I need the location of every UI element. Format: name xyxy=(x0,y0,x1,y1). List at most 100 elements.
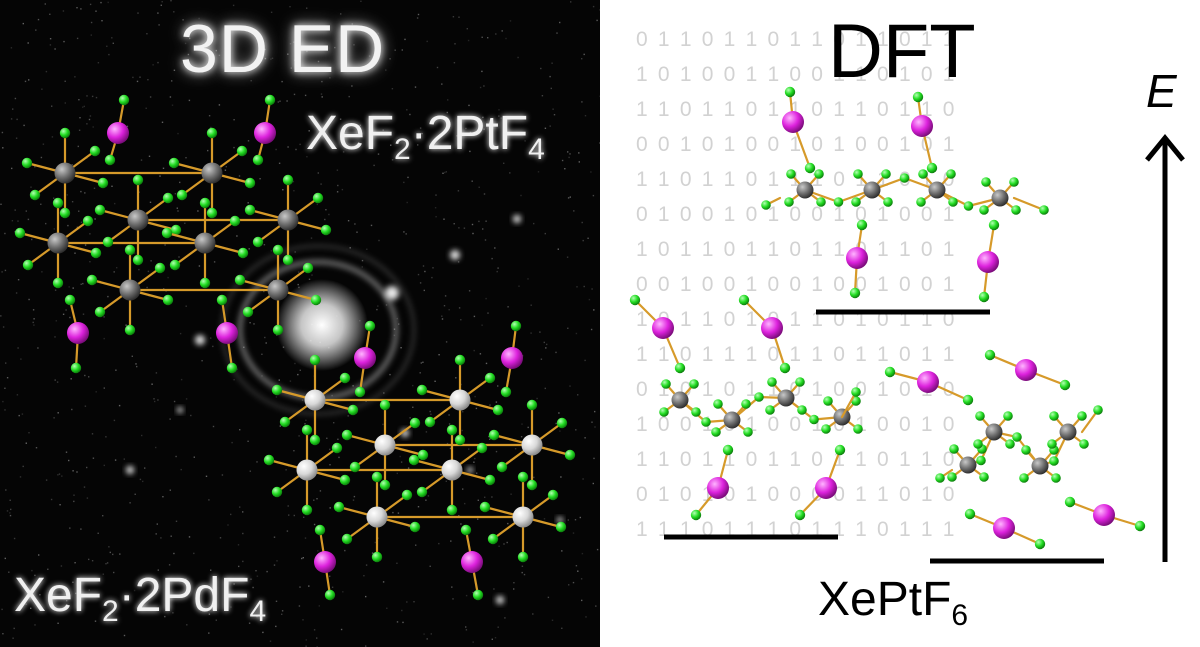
noise-speck xyxy=(546,343,548,346)
noise-speck xyxy=(155,533,157,535)
noise-speck xyxy=(45,479,48,481)
noise-speck xyxy=(80,577,82,580)
noise-speck xyxy=(316,498,318,500)
noise-speck xyxy=(557,248,559,250)
noise-speck xyxy=(188,536,191,538)
noise-speck xyxy=(491,257,493,260)
fluorine-atom xyxy=(754,392,764,402)
noise-speck xyxy=(107,1,109,4)
fluorine-atom xyxy=(479,501,491,513)
noise-speck xyxy=(361,259,364,262)
metal-atom xyxy=(521,434,543,456)
noise-speck xyxy=(238,175,241,177)
fluorine-atom xyxy=(767,377,777,387)
fluorine-atom xyxy=(1005,439,1015,449)
platinum-atom xyxy=(1059,423,1077,441)
noise-speck xyxy=(316,203,318,206)
noise-speck xyxy=(54,48,56,50)
noise-speck xyxy=(210,337,212,339)
fluorine-atom xyxy=(853,169,863,179)
xenon-atom xyxy=(761,317,783,339)
noise-speck xyxy=(141,434,143,437)
noise-speck xyxy=(497,385,499,387)
noise-speck xyxy=(72,581,74,583)
noise-speck xyxy=(348,95,350,98)
noise-speck xyxy=(275,148,277,151)
noise-speck xyxy=(580,578,583,580)
xenon-atom xyxy=(815,477,837,499)
fluorine-atom xyxy=(856,219,868,231)
fluorine-atom xyxy=(962,394,974,406)
noise-speck xyxy=(342,151,345,153)
noise-speck xyxy=(352,385,354,387)
noise-speck xyxy=(354,223,356,225)
diffraction-panel: 3D ED XeF2·2PtF4 XeF2·2PdF4 xyxy=(0,0,600,647)
fluorine-atom xyxy=(784,197,794,207)
noise-speck xyxy=(190,414,192,417)
noise-speck xyxy=(275,396,278,398)
noise-speck xyxy=(0,203,2,205)
direct-beam-spot xyxy=(276,279,368,371)
fluorine-atom xyxy=(964,508,976,520)
noise-speck xyxy=(382,423,384,426)
fluorine-atom xyxy=(517,551,529,563)
noise-speck xyxy=(472,591,474,594)
noise-speck xyxy=(317,172,319,174)
noise-speck xyxy=(265,342,267,344)
noise-speck xyxy=(149,96,152,98)
fluorine-atom xyxy=(229,215,241,227)
noise-speck xyxy=(306,50,308,53)
noise-speck xyxy=(308,585,310,587)
noise-speck xyxy=(35,29,37,31)
metal-atom xyxy=(304,389,326,411)
platinum-atom xyxy=(863,181,881,199)
noise-speck xyxy=(404,38,406,41)
xenon-atom xyxy=(254,122,276,144)
dft-panel: 0 1 1 0 1 1 0 1 1 0 1 1 0 1 1 1 0 1 0 0 1… xyxy=(600,0,1200,647)
noise-speck xyxy=(136,80,139,83)
formula-part: ·2PdF xyxy=(118,569,250,622)
noise-speck xyxy=(25,603,27,605)
xenon-atom xyxy=(993,517,1015,539)
formula-xef2-2pdf4: XeF2·2PdF4 xyxy=(14,568,266,627)
noise-speck xyxy=(478,186,480,188)
noise-speck xyxy=(449,447,452,450)
noise-speck xyxy=(501,30,503,32)
noise-speck xyxy=(594,426,596,428)
noise-speck xyxy=(581,221,583,224)
noise-speck xyxy=(370,224,373,227)
noise-speck xyxy=(198,17,200,20)
fluorine-atom xyxy=(851,197,861,207)
noise-speck xyxy=(264,336,266,339)
fluorine-atom xyxy=(169,259,181,271)
noise-speck xyxy=(17,347,19,349)
noise-speck xyxy=(270,11,273,13)
noise-speck xyxy=(1,608,3,611)
noise-speck xyxy=(166,605,169,607)
noise-speck xyxy=(575,565,578,567)
noise-speck xyxy=(67,224,69,227)
xenon-atom xyxy=(977,251,999,273)
noise-speck xyxy=(462,488,464,490)
fluorine-atom xyxy=(206,207,218,219)
noise-speck xyxy=(149,201,152,203)
noise-speck xyxy=(78,210,80,212)
fluorine-atom xyxy=(690,509,702,521)
noise-speck xyxy=(550,87,552,90)
noise-speck xyxy=(179,181,181,184)
noise-speck xyxy=(53,228,55,230)
noise-speck xyxy=(13,627,15,630)
noise-speck xyxy=(460,319,462,321)
noise-speck xyxy=(592,5,595,8)
noise-speck xyxy=(93,187,96,189)
binary-digit-row: 1 0 1 1 0 1 1 0 1 1 0 1 1 0 1 xyxy=(636,238,957,261)
noise-speck xyxy=(594,410,596,413)
noise-speck xyxy=(76,7,78,9)
noise-speck xyxy=(147,270,150,273)
noise-speck xyxy=(445,341,448,343)
fluorine-atom xyxy=(89,145,101,157)
fluorine-atom xyxy=(472,589,484,601)
noise-speck xyxy=(575,332,578,335)
binary-digit-row: 1 1 0 1 1 1 0 1 1 0 1 1 0 1 1 xyxy=(636,343,957,366)
noise-speck xyxy=(429,410,431,413)
